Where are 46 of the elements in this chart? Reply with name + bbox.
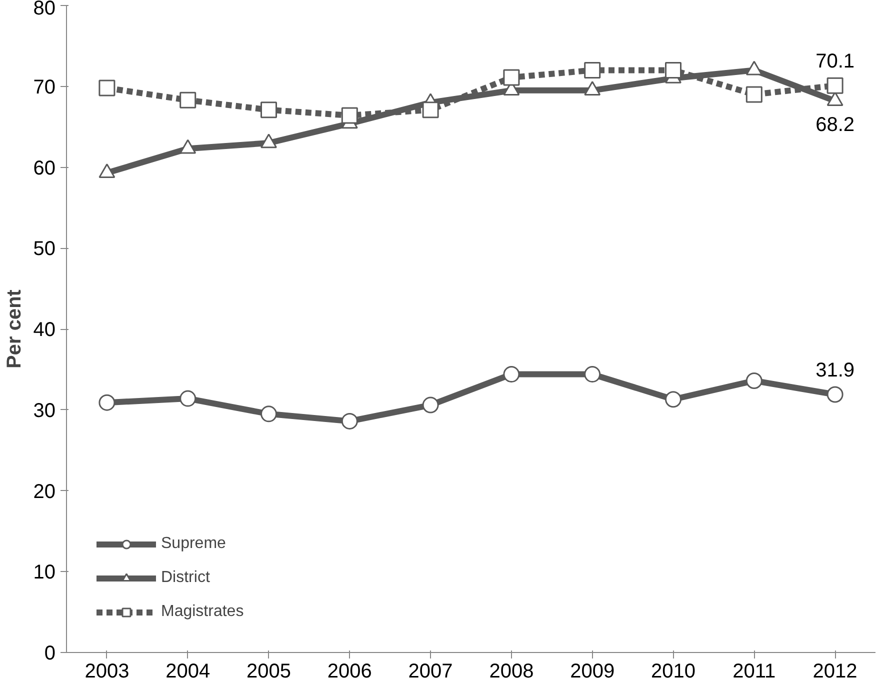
x-tick-label: 2004: [166, 660, 210, 682]
point: [584, 62, 601, 78]
y-tick-label: 30: [33, 400, 56, 422]
legend-label: District: [161, 569, 210, 587]
y-tick-label: 80: [33, 0, 56, 20]
point: [98, 80, 116, 96]
x-tick-label: 2008: [489, 660, 534, 682]
point: [503, 69, 520, 86]
point: [260, 102, 277, 118]
data-label: 70.1: [816, 50, 855, 73]
x-tick-label: 2003: [84, 660, 130, 682]
point: [260, 406, 277, 422]
point: [180, 390, 196, 407]
y-tick-label: 60: [33, 157, 56, 180]
y-tick-label: 0: [44, 642, 56, 664]
point: [98, 394, 116, 411]
point: [746, 372, 762, 389]
point: [584, 366, 601, 383]
point: [665, 62, 682, 78]
y-axis-title: Per cent: [3, 289, 26, 368]
point: [826, 77, 844, 94]
point: [422, 396, 439, 414]
x-tick-label: 2011: [732, 660, 776, 682]
x-tick-label: 2012: [812, 660, 858, 682]
point: [746, 86, 762, 103]
point: [341, 412, 358, 430]
y-tick-label: 40: [33, 319, 56, 341]
legend-label: Supreme: [161, 535, 226, 553]
x-tick-label: 2009: [570, 660, 615, 682]
point: [503, 366, 520, 383]
x-tick-label: 2010: [651, 660, 696, 682]
legend-label: Magistrates: [161, 603, 244, 621]
point: [341, 107, 358, 124]
x-tick-label: 2006: [327, 660, 372, 682]
y-tick-label: 20: [33, 480, 56, 503]
x-tick-label: 2005: [246, 660, 292, 682]
y-tick-label: 50: [33, 238, 56, 260]
point: [826, 386, 844, 403]
x-tick-label: 2007: [408, 660, 453, 682]
y-tick-label: 10: [33, 562, 56, 584]
y-tick-label: 70: [33, 76, 56, 98]
point: [180, 92, 196, 108]
point: [422, 102, 439, 118]
point: [665, 391, 682, 408]
data-label: 31.9: [816, 360, 855, 382]
data-label: 68.2: [816, 114, 855, 136]
